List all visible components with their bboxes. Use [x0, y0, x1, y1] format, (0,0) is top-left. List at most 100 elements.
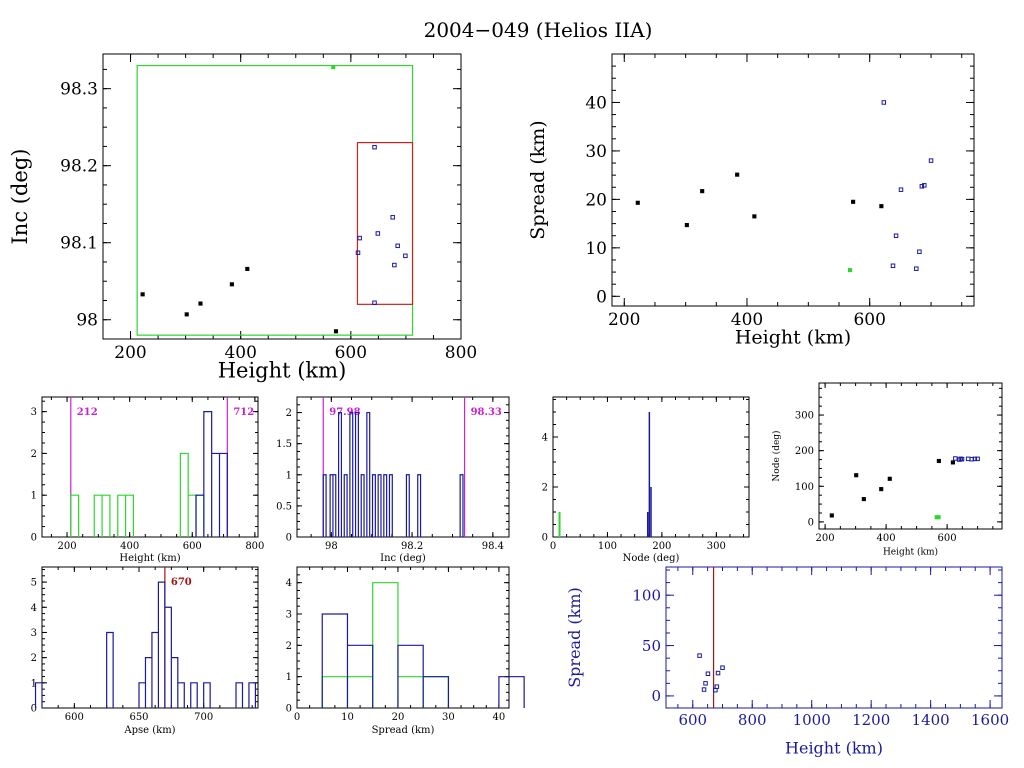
y-tick-label: 0.5	[276, 501, 292, 512]
histogram-bin	[139, 683, 145, 708]
chart-spread-hist: 0 10 20 30 40 0 1 2 3 4 Spread (km)	[286, 566, 525, 736]
x-tick-label: 600	[183, 541, 202, 552]
plot-frame	[41, 396, 259, 538]
histogram-steps-green	[321, 582, 450, 708]
data-point	[403, 253, 408, 259]
histogram-bin	[188, 495, 196, 537]
x-tick-label: 600	[853, 310, 885, 330]
data-point	[375, 231, 381, 236]
figure-title: 2004−049 (Helios IIA)	[424, 18, 653, 42]
x-tick-label: 300	[707, 541, 726, 552]
x-tick-label: 400	[120, 541, 139, 552]
histogram-bin	[322, 614, 347, 708]
histogram-steps-green	[70, 452, 205, 537]
x-tick-label: 800	[245, 541, 264, 552]
y-tick-label: 98	[76, 311, 98, 331]
x-tick-label: 200	[114, 343, 146, 363]
histogram-bin	[196, 495, 204, 537]
y-axis-label: Spread (km)	[527, 120, 549, 239]
histogram-steps-blue	[195, 411, 228, 537]
x-tick-label: 40	[493, 712, 506, 723]
data-point	[372, 300, 377, 306]
x-tick-label: 800	[738, 711, 767, 729]
x-axis-label: Node (deg)	[623, 553, 680, 564]
data-point	[140, 292, 145, 297]
data-point	[893, 233, 899, 238]
plot-frame	[611, 53, 975, 307]
data-point	[635, 200, 640, 205]
histogram-bin	[145, 658, 151, 708]
data-point	[953, 456, 958, 461]
data-point	[919, 184, 925, 189]
x-tick-label: 200	[608, 310, 640, 330]
chart-spread-vs-height-wide: 600 800 1000 1200 1400 1600 0 50 100 Height (km) S…	[565, 566, 1009, 757]
x-tick-label: 98	[325, 541, 338, 552]
y-tick-label: 2	[31, 653, 37, 664]
plot-frame	[818, 382, 1003, 530]
selection-box-green	[136, 64, 414, 336]
x-tick-label: 10	[341, 712, 354, 723]
histogram-bin	[499, 677, 524, 708]
x-tick-label: 30	[442, 712, 455, 723]
x-tick-label: 650	[129, 712, 148, 723]
data-point	[887, 476, 892, 481]
y-tick-label: 40	[585, 93, 607, 113]
chart-apse-hist: 600 650 700 0 1 2 3 4 5 Apse (km) 670	[31, 566, 259, 736]
x-tick-label: 400	[731, 310, 763, 330]
data-point	[714, 684, 720, 689]
reference-line-label: 98.33	[471, 407, 502, 418]
x-tick-label: 0	[550, 541, 556, 552]
data-point	[372, 144, 377, 150]
histogram-bin	[212, 453, 220, 537]
data-point	[390, 215, 395, 220]
y-tick-label: 100	[632, 586, 661, 604]
data-point	[879, 204, 884, 209]
data-point	[184, 312, 189, 317]
chart-inc-hist: 98 98.2 98.4 0 0.5 1 1.5 2 Inc (deg) 97.98 98.33	[276, 396, 510, 564]
data-point	[701, 687, 707, 692]
data-point	[861, 497, 866, 502]
x-axis-label: Height (km)	[735, 327, 851, 349]
selection-box-red	[356, 141, 414, 305]
data-point	[198, 301, 203, 306]
chart-height-hist: 200 400 600 800 0 1 2 3 Height (km) 212 712	[31, 396, 264, 564]
y-tick-label: 2	[286, 641, 292, 652]
data-point	[936, 515, 941, 520]
x-tick-label: 200	[57, 541, 76, 552]
y-tick-label: 20	[585, 190, 607, 210]
data-point	[245, 266, 250, 271]
x-tick-label: 600	[938, 533, 957, 544]
x-axis-label: Inc (deg)	[380, 553, 426, 564]
data-point	[950, 460, 955, 465]
histogram-bin	[204, 412, 212, 537]
y-tick-label: 2	[31, 449, 37, 460]
histogram-bin	[71, 495, 79, 537]
y-tick-label: 1	[31, 678, 37, 689]
x-tick-label: 200	[816, 533, 835, 544]
x-tick-label: 98.2	[401, 541, 423, 552]
y-tick-label: 10	[585, 239, 607, 259]
data-point	[735, 172, 740, 177]
histogram-bin	[126, 495, 134, 537]
x-axis-label: Height (km)	[218, 358, 347, 382]
histogram-bin	[178, 683, 184, 708]
y-tick-label: 4	[31, 603, 37, 614]
histogram-bin	[180, 453, 188, 537]
x-tick-label: 1400	[912, 711, 950, 729]
histogram-steps-blue	[321, 613, 525, 708]
histogram-bin	[158, 582, 164, 708]
y-tick-label: 300	[795, 411, 814, 422]
y-tick-label: 0	[808, 517, 814, 528]
data-point	[703, 681, 708, 686]
data-point	[890, 263, 896, 269]
x-tick-label: 700	[194, 712, 213, 723]
histogram-bin	[347, 677, 372, 708]
data-point	[879, 487, 884, 492]
data-point	[355, 250, 361, 255]
plot-frame	[296, 566, 510, 709]
x-axis-label: Spread (km)	[372, 725, 435, 736]
x-tick-label: 400	[224, 343, 256, 363]
x-tick-label: 0	[294, 712, 300, 723]
data-point	[972, 456, 978, 462]
